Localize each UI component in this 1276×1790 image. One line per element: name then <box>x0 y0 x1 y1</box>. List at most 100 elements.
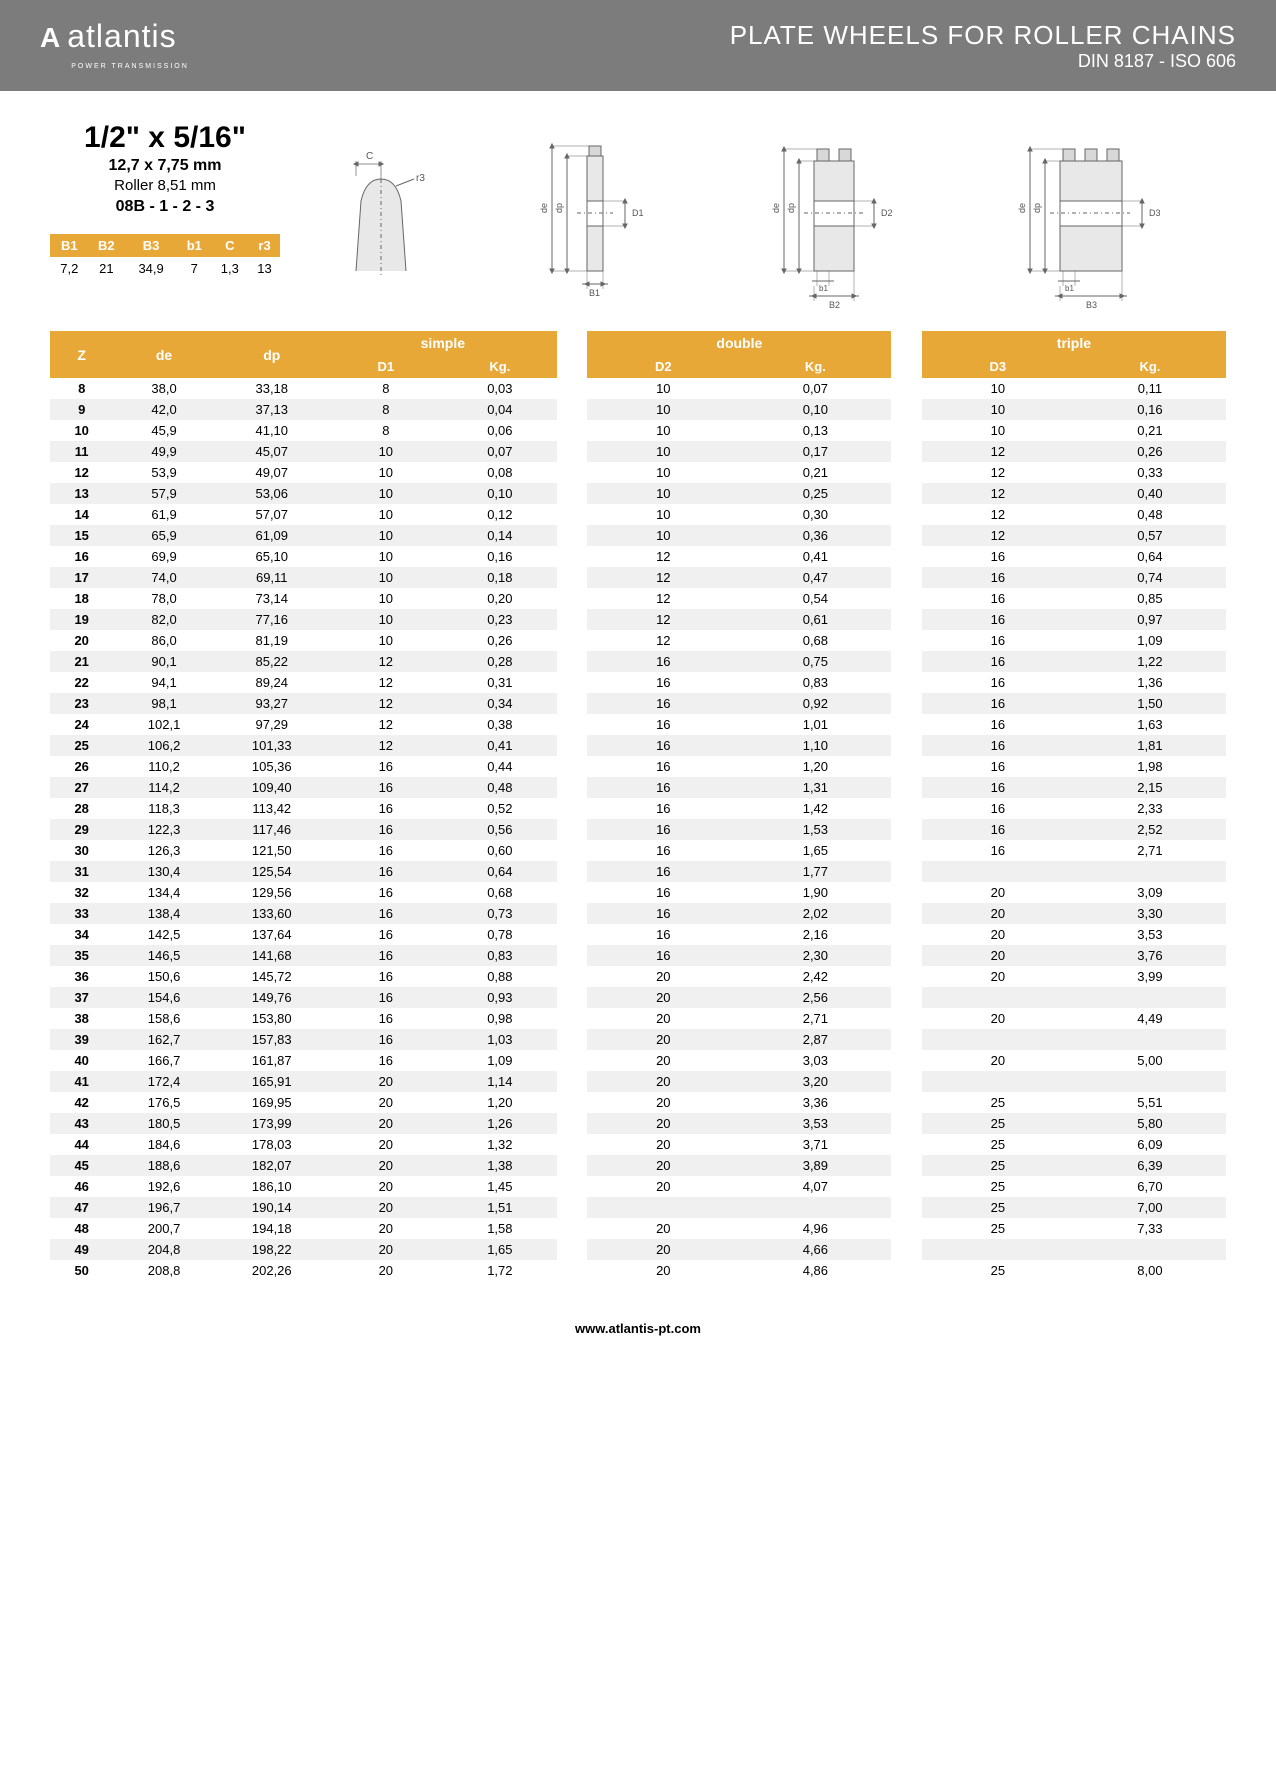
cell: 20 <box>922 966 1074 987</box>
cell: 15 <box>50 525 113 546</box>
table-row: 2294,189,24120,31160,83161,36 <box>50 672 1226 693</box>
cell: 16 <box>329 861 443 882</box>
cell <box>891 840 921 861</box>
cell: 162,7 <box>113 1029 214 1050</box>
cell: 20 <box>922 945 1074 966</box>
table-row: 30126,3121,50160,60161,65162,71 <box>50 840 1226 861</box>
cell: 28 <box>50 798 113 819</box>
cell: 0,68 <box>443 882 557 903</box>
cell: 1,31 <box>739 777 891 798</box>
cell: 141,68 <box>215 945 329 966</box>
cell: 20 <box>329 1218 443 1239</box>
cell: 2,15 <box>1074 777 1226 798</box>
cell: 10 <box>587 504 739 525</box>
cell <box>891 903 921 924</box>
cell <box>891 420 921 441</box>
cell: 0,47 <box>739 567 891 588</box>
cell: 6,70 <box>1074 1176 1226 1197</box>
cell: 31 <box>50 861 113 882</box>
cell: 0,33 <box>1074 462 1226 483</box>
cell: 12 <box>329 672 443 693</box>
cell: 16 <box>587 756 739 777</box>
table-row: 1357,953,06100,10100,25120,40 <box>50 483 1226 504</box>
cell: 10 <box>50 420 113 441</box>
cell: 53,06 <box>215 483 329 504</box>
table-row: 37154,6149,76160,93202,56 <box>50 987 1226 1008</box>
cell: 0,03 <box>443 378 557 399</box>
cell: 142,5 <box>113 924 214 945</box>
cell: 16 <box>922 567 1074 588</box>
cell: 3,53 <box>1074 924 1226 945</box>
cell <box>557 399 587 420</box>
cell: 25 <box>922 1176 1074 1197</box>
logo: A atlantis POWER TRANSMISSION <box>40 18 189 73</box>
cell: 4,07 <box>739 1176 891 1197</box>
table-row: 29122,3117,46160,56161,53162,52 <box>50 819 1226 840</box>
cell: 1,42 <box>739 798 891 819</box>
cell: 77,16 <box>215 609 329 630</box>
diagram-double: de dp D2 b1 B2 <box>749 131 929 311</box>
cell: 20 <box>587 1218 739 1239</box>
mini-cell: 1,3 <box>210 257 249 280</box>
svg-text:dp: dp <box>554 203 564 213</box>
cell: 20 <box>329 1260 443 1281</box>
cell: 1,53 <box>739 819 891 840</box>
cell: 0,93 <box>443 987 557 1008</box>
cell <box>557 756 587 777</box>
cell: 41,10 <box>215 420 329 441</box>
cell <box>557 735 587 756</box>
cell: 44 <box>50 1134 113 1155</box>
cell <box>557 1218 587 1239</box>
cell: 49 <box>50 1239 113 1260</box>
table-row: 1045,941,1080,06100,13100,21 <box>50 420 1226 441</box>
cell: 0,83 <box>739 672 891 693</box>
cell: 16 <box>922 777 1074 798</box>
cell: 23 <box>50 693 113 714</box>
table-row: 1253,949,07100,08100,21120,33 <box>50 462 1226 483</box>
cell: 42,0 <box>113 399 214 420</box>
cell <box>587 1197 739 1218</box>
cell: 16 <box>587 903 739 924</box>
mini-col: r3 <box>249 234 280 257</box>
cell: 158,6 <box>113 1008 214 1029</box>
cell <box>891 651 921 672</box>
svg-text:b1: b1 <box>819 284 828 293</box>
cell: 16 <box>587 819 739 840</box>
cell: 32 <box>50 882 113 903</box>
cell: 10 <box>922 399 1074 420</box>
cell: 1,01 <box>739 714 891 735</box>
table-row: 36150,6145,72160,88202,42203,99 <box>50 966 1226 987</box>
cell: 19 <box>50 609 113 630</box>
cell: 1,36 <box>1074 672 1226 693</box>
cell: 113,42 <box>215 798 329 819</box>
cell: 16 <box>329 903 443 924</box>
cell: 22 <box>50 672 113 693</box>
cell: 10 <box>329 630 443 651</box>
cell: 16 <box>587 840 739 861</box>
cell: 10 <box>587 420 739 441</box>
cell: 34 <box>50 924 113 945</box>
cell: 42 <box>50 1092 113 1113</box>
cell: 82,0 <box>113 609 214 630</box>
cell: 161,87 <box>215 1050 329 1071</box>
cell: 3,89 <box>739 1155 891 1176</box>
cell: 12 <box>329 651 443 672</box>
cell: 149,76 <box>215 987 329 1008</box>
cell: 20 <box>922 1050 1074 1071</box>
cell <box>891 441 921 462</box>
cell: 1,65 <box>739 840 891 861</box>
cell: 20 <box>922 1008 1074 1029</box>
cell: 1,72 <box>443 1260 557 1281</box>
table-row: 31130,4125,54160,64161,77 <box>50 861 1226 882</box>
diagram-triple: de dp D3 b1 B3 <box>1000 131 1200 311</box>
cell: 25 <box>922 1092 1074 1113</box>
cell: 12 <box>922 441 1074 462</box>
cell <box>891 798 921 819</box>
svg-text:B3: B3 <box>1086 300 1097 310</box>
cell: 93,27 <box>215 693 329 714</box>
col-group-triple: triple <box>922 331 1226 355</box>
cell: 86,0 <box>113 630 214 651</box>
cell: 2,02 <box>739 903 891 924</box>
cell: 41 <box>50 1071 113 1092</box>
cell: 16 <box>329 1029 443 1050</box>
